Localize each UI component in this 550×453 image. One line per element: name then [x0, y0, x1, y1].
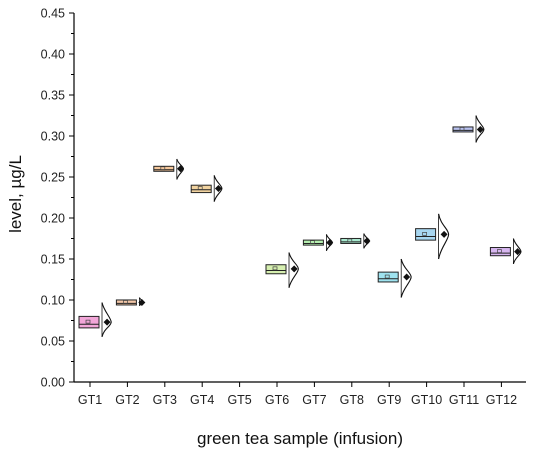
- sample-gt12: [489, 238, 522, 265]
- sample-gt3: [153, 158, 185, 180]
- mean-marker: [310, 240, 315, 244]
- mean-diamond: [138, 298, 146, 306]
- y-tick-label: 0.35: [41, 89, 65, 103]
- box: [190, 184, 212, 194]
- mean-marker: [347, 238, 353, 243]
- mean-diamond: [214, 184, 222, 192]
- y-tick-label: 0.05: [41, 335, 65, 349]
- mean-marker: [197, 186, 203, 190]
- x-tick-label: GT11: [449, 393, 479, 407]
- y-tick-label: 0.20: [41, 212, 65, 226]
- box: [340, 237, 362, 244]
- x-tick-label: GT1: [78, 393, 102, 407]
- x-tick-label: GT2: [115, 393, 139, 407]
- x-tick-label: GT3: [153, 393, 177, 407]
- mean-diamond: [514, 248, 522, 256]
- x-tick-label: GT4: [190, 393, 214, 407]
- sample-gt11: [452, 115, 485, 143]
- x-axis-title: green tea sample (infusion): [197, 429, 403, 448]
- plot-axes: [73, 13, 526, 383]
- mean-diamond: [403, 273, 411, 281]
- x-tick-label: GT10: [411, 393, 442, 407]
- mean-diamond: [176, 165, 184, 173]
- box: [489, 247, 511, 257]
- mean-marker: [422, 232, 427, 236]
- distribution-curve: [400, 258, 412, 298]
- sample-gt7: [302, 234, 334, 251]
- mean-marker: [497, 249, 502, 253]
- sample-gt6: [265, 252, 299, 288]
- sample-gt8: [340, 233, 371, 249]
- y-tick-label: 0.00: [41, 376, 65, 390]
- x-axis-ticks: GT1 GT2 GT3 GT4 GT5 GT6 GT7 GT8 GT9 GT10 GT11 GT12: [78, 382, 517, 407]
- distribution-curve: [288, 252, 299, 288]
- mean-diamond: [326, 239, 334, 247]
- sample-gt4: [190, 175, 223, 202]
- y-tick-label: 0.15: [41, 253, 65, 267]
- y-tick-label: 0.10: [41, 294, 65, 308]
- box: [415, 228, 437, 241]
- mean-diamond: [440, 230, 448, 238]
- y-axis-title: level, µg/L: [6, 155, 25, 233]
- y-tick-label: 0.30: [41, 130, 65, 144]
- x-tick-label: GT8: [340, 393, 364, 407]
- x-tick-label: GT6: [265, 393, 289, 407]
- mean-diamond: [103, 318, 111, 326]
- distribution-curve: [438, 213, 450, 260]
- box: [78, 315, 100, 329]
- y-tick-label: 0.25: [41, 171, 65, 185]
- sample-gt10: [415, 213, 450, 260]
- mean-marker: [85, 319, 91, 324]
- x-tick-label: GT7: [302, 393, 326, 407]
- y-axis-ticks: 0.00 0.05 0.10 0.15 0.20 0.25 0.30 0.35 0.40 0.45: [41, 7, 74, 390]
- distribution-curve: [475, 115, 485, 143]
- mean-diamond: [363, 237, 371, 245]
- box: [377, 271, 399, 283]
- sample-gt2: [115, 297, 146, 307]
- box: [115, 299, 137, 306]
- distribution-curve: [101, 302, 112, 338]
- sample-gt1: [78, 302, 112, 338]
- x-tick-label: GT12: [486, 393, 517, 407]
- box: [302, 239, 324, 246]
- x-tick-label: GT5: [227, 393, 251, 407]
- box: [452, 126, 474, 133]
- plot-marks: [78, 115, 522, 338]
- mean-diamond: [290, 265, 298, 273]
- sample-gt9: [377, 258, 412, 298]
- mean-marker: [459, 127, 465, 131]
- x-tick-label: GT9: [377, 393, 401, 407]
- y-tick-label: 0.40: [41, 48, 65, 62]
- box: [153, 165, 175, 172]
- mean-marker: [160, 166, 166, 171]
- mean-marker: [272, 266, 278, 271]
- mean-marker: [123, 300, 128, 304]
- mean-marker: [384, 274, 390, 279]
- mean-diamond: [476, 125, 484, 133]
- box: [265, 264, 287, 275]
- y-tick-label: 0.45: [41, 7, 65, 21]
